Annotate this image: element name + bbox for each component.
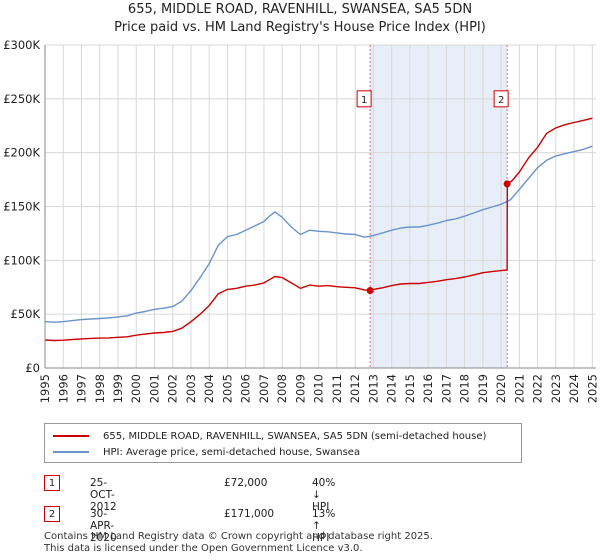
annotation-hpi-change: 40% ↓ HPI <box>312 477 336 513</box>
x-tick-label: 2016 <box>421 374 435 403</box>
x-tick-label: 2002 <box>166 374 180 403</box>
x-tick-label: 2018 <box>458 374 472 403</box>
x-tick-label: 2001 <box>147 374 161 403</box>
annotation-date: 25-OCT-2012 <box>90 477 117 513</box>
annotation-price: £171,000 <box>224 508 275 520</box>
x-tick-label: 1998 <box>93 374 107 403</box>
sale-marker-1 <box>366 286 374 294</box>
legend-label-hpi: HPI: Average price, semi-detached house,… <box>103 446 361 458</box>
x-tick-label: 2015 <box>403 374 417 403</box>
x-tick-label: 2013 <box>366 374 380 403</box>
x-tick-label: 1997 <box>75 374 89 403</box>
annotation-hpi-change: 13% ↑ HPI <box>312 508 336 544</box>
y-tick-label: £300K <box>3 38 40 52</box>
y-tick-label: £100K <box>3 253 40 267</box>
legend-label-property: 655, MIDDLE ROAD, RAVENHILL, SWANSEA, SA… <box>103 430 487 442</box>
x-tick-label: 2004 <box>202 374 216 403</box>
legend-item-property: 655, MIDDLE ROAD, RAVENHILL, SWANSEA, SA… <box>53 428 486 444</box>
x-tick-label: 2014 <box>385 374 399 403</box>
x-tick-label: 2005 <box>220 374 234 403</box>
x-tick-label: 2022 <box>531 374 545 403</box>
x-tick-label: 2011 <box>330 374 344 403</box>
y-tick-label: £0 <box>25 361 40 375</box>
property-line <box>44 117 593 342</box>
x-tick-label: 2023 <box>549 374 563 403</box>
plot-svg: £0 £50K £100K £150K £200K £250K £300K 1995 1996 1… <box>3 38 599 403</box>
annotation-badge: 2 <box>44 506 60 522</box>
x-tick-label: 1996 <box>56 374 70 403</box>
annotation-date: 30-APR-2020 <box>90 508 117 544</box>
x-tick-label: 2007 <box>257 374 271 403</box>
hpi-line <box>44 145 593 323</box>
x-tick-label: 2012 <box>348 374 362 403</box>
x-tick-label: 2000 <box>129 374 143 403</box>
footer-license: This data is licensed under the Open Gov… <box>44 543 363 554</box>
legend-item-hpi: HPI: Average price, semi-detached house,… <box>53 444 360 460</box>
chart-subtitle: Price paid vs. HM Land Registry's House … <box>114 20 486 35</box>
annotation-badge: 1 <box>44 475 60 491</box>
y-tick-label: £50K <box>11 307 41 321</box>
legend-swatch-property <box>53 435 89 437</box>
x-tick-label: 2010 <box>312 374 326 403</box>
x-tick-label: 2019 <box>476 374 490 403</box>
y-tick-label: £250K <box>3 92 40 106</box>
x-tick-label: 2025 <box>585 374 599 403</box>
y-tick-label: £150K <box>3 200 40 214</box>
x-tick-label: 2003 <box>184 374 198 403</box>
legend: 655, MIDDLE ROAD, RAVENHILL, SWANSEA, SA… <box>44 423 522 463</box>
x-tick-label: 1999 <box>111 374 125 403</box>
footer-copyright: Contains HM Land Registry data © Crown c… <box>44 531 433 542</box>
sale-badge-label-2: 2 <box>498 95 504 106</box>
x-tick-label: 2021 <box>512 374 526 403</box>
annotation-price: £72,000 <box>224 477 268 489</box>
x-tick-label: 2006 <box>239 374 253 403</box>
x-tick-label: 2020 <box>494 374 508 403</box>
legend-swatch-hpi <box>53 451 89 453</box>
x-tick-label: 2008 <box>275 374 289 403</box>
x-tick-label: 2017 <box>439 374 453 403</box>
sale-marker-2 <box>503 180 511 188</box>
x-tick-label: 1995 <box>38 374 52 403</box>
x-tick-label: 2009 <box>293 374 307 403</box>
y-tick-label: £200K <box>3 146 40 160</box>
sale-badge-label-1: 1 <box>361 95 367 106</box>
sale-badge-1 <box>356 90 372 108</box>
x-tick-label: 2024 <box>567 374 581 403</box>
sale-badge-2 <box>493 90 509 108</box>
chart-title: 655, MIDDLE ROAD, RAVENHILL, SWANSEA, SA… <box>127 2 473 17</box>
